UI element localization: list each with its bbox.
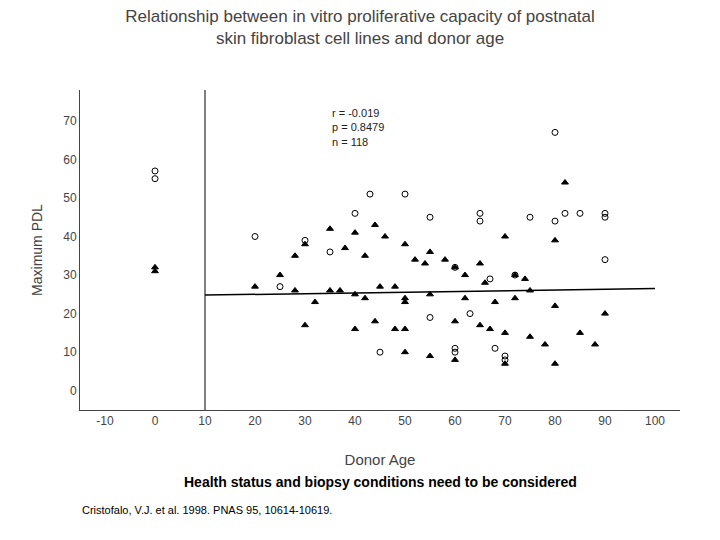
svg-text:30: 30: [63, 268, 77, 282]
svg-text:r = -0.019p = 0.8479n = 118: r = -0.019p = 0.8479n = 118: [332, 107, 384, 148]
svg-text:90: 90: [598, 414, 612, 428]
svg-text:70: 70: [63, 114, 77, 128]
svg-text:Cristofalo, V.J. et al. 1998.: Cristofalo, V.J. et al. 1998. PNAS 95, 1…: [82, 504, 332, 516]
svg-text:Relationship between in vitro: Relationship between in vitro proliferat…: [125, 7, 595, 48]
svg-text:Health status and biopsy condi: Health status and biopsy conditions need…: [184, 474, 577, 490]
svg-text:20: 20: [63, 307, 77, 321]
svg-text:60: 60: [63, 153, 77, 167]
svg-text:40: 40: [348, 414, 362, 428]
svg-text:40: 40: [63, 230, 77, 244]
svg-text:0: 0: [152, 414, 159, 428]
svg-text:Maximum PDL: Maximum PDL: [29, 204, 45, 296]
svg-text:-10: -10: [96, 414, 114, 428]
svg-text:80: 80: [548, 414, 562, 428]
svg-text:100: 100: [645, 414, 665, 428]
svg-text:10: 10: [63, 345, 77, 359]
svg-text:30: 30: [298, 414, 312, 428]
svg-text:0: 0: [70, 384, 77, 398]
svg-text:10: 10: [198, 414, 212, 428]
svg-text:50: 50: [63, 191, 77, 205]
svg-text:20: 20: [248, 414, 262, 428]
svg-text:70: 70: [498, 414, 512, 428]
svg-text:Donor Age: Donor Age: [345, 451, 416, 468]
svg-text:60: 60: [448, 414, 462, 428]
svg-text:50: 50: [398, 414, 412, 428]
